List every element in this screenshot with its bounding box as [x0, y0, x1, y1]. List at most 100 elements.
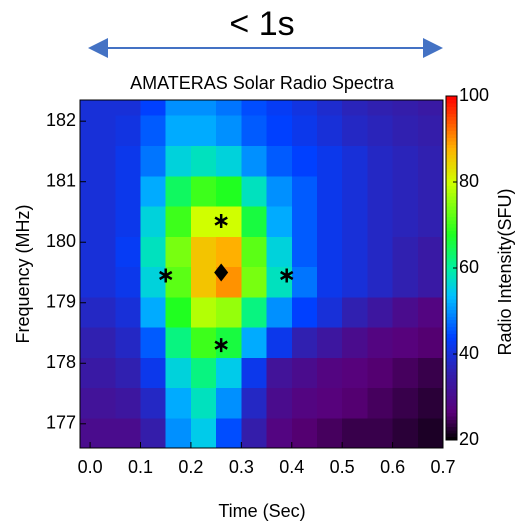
colorbar-tick-label: 100 [459, 85, 489, 105]
colorbar-swatch [446, 395, 457, 400]
colorbar-tick-label: 20 [459, 429, 479, 449]
colorbar-swatch [446, 133, 457, 138]
colorbar-swatch [446, 192, 457, 197]
colorbar-tick-label: 80 [459, 171, 479, 191]
heatmap-cell [417, 417, 443, 448]
heatmap-cell [115, 296, 142, 328]
heatmap-cell [140, 236, 167, 268]
x-axis-label: Time (Sec) [218, 501, 305, 521]
heatmap-cell [216, 236, 242, 268]
heatmap-cell [291, 145, 318, 177]
heatmap-cell [115, 417, 142, 448]
heatmap-cell [140, 145, 167, 177]
heatmap-cell [165, 145, 192, 177]
heatmap-cell [216, 115, 242, 146]
heatmap-cell [165, 175, 192, 207]
heatmap-cell [342, 357, 368, 389]
colorbar-swatch [446, 319, 457, 324]
heatmap-cell [190, 266, 217, 298]
x-tick-label: 0.4 [279, 457, 304, 477]
colorbar-swatch [446, 268, 457, 273]
heatmap-cell [291, 417, 318, 448]
star-marker [280, 268, 294, 283]
colorbar-swatch [446, 426, 457, 431]
colorbar-swatch [446, 405, 457, 410]
heatmap-cell [241, 296, 268, 328]
colorbar-swatch [446, 157, 457, 162]
x-tick-label: 0.7 [430, 457, 455, 477]
heatmap-cell [392, 100, 419, 116]
heatmap-cell [342, 205, 368, 237]
colorbar-swatch [446, 223, 457, 228]
y-tick-label: 182 [46, 110, 76, 130]
y-tick-label: 177 [46, 413, 76, 433]
star-marker [214, 214, 228, 229]
y-axis-label: Frequency (MHz) [13, 204, 33, 343]
heatmap-cell [165, 115, 192, 146]
heatmap-cell [291, 357, 318, 389]
colorbar-swatch [446, 226, 457, 231]
colorbar-swatch [446, 398, 457, 403]
heatmap-cell [241, 115, 268, 146]
colorbar-swatch [446, 102, 457, 107]
colorbar-swatch [446, 347, 457, 352]
heatmap-cell [316, 115, 343, 146]
heatmap-cell [291, 115, 318, 146]
heatmap-cell [115, 266, 142, 298]
heatmap-cell [216, 387, 242, 419]
heatmap-cell [316, 417, 343, 448]
x-tick-label: 0.0 [78, 457, 103, 477]
heatmap-cell [216, 417, 242, 448]
colorbar-swatch [446, 188, 457, 193]
heatmap-cell [216, 100, 242, 116]
heatmap-cell [115, 205, 142, 237]
heatmap-cell [417, 387, 443, 419]
heatmap-cell [316, 205, 343, 237]
heatmap-cell [291, 387, 318, 419]
heatmap-cell [367, 236, 394, 268]
colorbar-swatch [446, 388, 457, 393]
colorbar-swatch [446, 391, 457, 396]
colorbar-swatch [446, 264, 457, 269]
heatmap-cell [266, 296, 293, 328]
heatmap-cell [241, 266, 268, 298]
colorbar-swatch [446, 305, 457, 310]
heatmap-cell [367, 357, 394, 389]
colorbar-swatch [446, 422, 457, 427]
heatmap-cell [80, 387, 116, 419]
heatmap-cell [417, 357, 443, 389]
heatmap-cell [367, 387, 394, 419]
colorbar-swatch [446, 147, 457, 152]
heatmap-cell [342, 266, 368, 298]
heatmap-cell [216, 145, 242, 177]
colorbar-swatch [446, 323, 457, 328]
heatmap-cell [115, 387, 142, 419]
colorbar-swatch [446, 154, 457, 159]
heatmap-cell [367, 145, 394, 177]
colorbar-swatch [446, 195, 457, 200]
colorbar-swatch [446, 202, 457, 207]
heatmap-cell [316, 175, 343, 207]
colorbar-swatch [446, 302, 457, 307]
x-tick-label: 0.6 [380, 457, 405, 477]
heatmap-cell [367, 175, 394, 207]
star-marker [214, 338, 228, 353]
colorbar-swatch [446, 312, 457, 317]
colorbar-swatch [446, 433, 457, 438]
colorbar-swatch [446, 137, 457, 142]
heatmap-cell [190, 296, 217, 328]
colorbar-swatch [446, 360, 457, 365]
colorbar-swatch [446, 120, 457, 125]
heatmap-cell [190, 236, 217, 268]
heatmap-cell [342, 387, 368, 419]
colorbar-swatch [446, 199, 457, 204]
heatmap-cell [80, 115, 116, 146]
heatmap-cell [291, 236, 318, 268]
colorbar-swatch [446, 367, 457, 372]
heatmap-cell [140, 205, 167, 237]
colorbar-swatch [446, 151, 457, 156]
heatmap-cell [342, 175, 368, 207]
heatmap-cell [342, 236, 368, 268]
heatmap-cell [115, 100, 142, 116]
heatmap-cell [367, 296, 394, 328]
